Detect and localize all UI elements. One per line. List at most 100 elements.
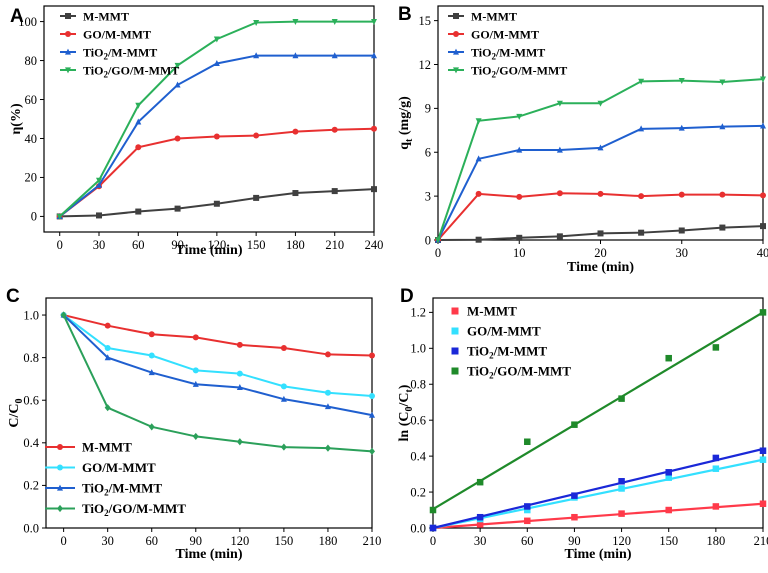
data-point [678,78,685,85]
data-point [104,345,111,352]
x-tick-label: 0 [430,534,436,548]
y-tick-label: 0.2 [23,479,39,493]
y-tick-label: 3 [425,189,431,203]
x-axis-label: Time (min) [567,260,634,275]
data-point [292,52,299,59]
legend-marker [57,444,63,450]
y-axis-label-text: ln (C [397,412,412,442]
data-point [371,186,377,193]
y-tick-label: 15 [419,14,432,28]
legend-label-text: TiO [471,46,491,60]
legend-marker [57,464,63,471]
series-tio2-m-mmt [429,447,767,532]
data-point [213,60,220,67]
chart-panel-b: 0 10 20 30 40 0 3 6 9 12 15 B Time (min) qt (mg/g) M-M… [397,4,768,275]
x-tick-label: 40 [757,246,768,260]
data-point [331,126,338,133]
data-point [524,438,531,445]
y-tick-label: 0.0 [410,521,426,535]
legend-label: GO/M-MMT [471,28,539,42]
data-point [148,369,155,376]
data-point [516,193,523,200]
y-tick-label: 0.4 [410,449,426,463]
data-point [665,354,672,362]
data-point [236,370,243,377]
data-point [174,135,181,142]
series-tio2-m-mmt [60,311,375,418]
y-axis-label-subscript: t [404,389,415,393]
fit-line [432,311,764,511]
series-line [437,124,764,241]
series-tio2-m-mmt [435,122,766,243]
legend-label-text: /GO/M-MMT [108,501,187,516]
data-point [174,205,181,212]
x-tick-label: 0 [57,238,63,252]
data-point [292,128,299,135]
data-point [475,190,482,197]
legend-label-text: /M-MMT [493,344,548,359]
legend-marker [65,48,71,55]
data-point [638,78,645,85]
legend-label-text: GO/M-MMT [82,460,156,475]
data-point [236,438,243,446]
data-point [192,432,199,441]
panel-label: D [400,286,414,307]
legend-label-text: TiO [82,501,104,516]
data-point [597,190,604,197]
data-point [760,76,766,83]
y-axis-label-subscript: 0 [14,398,25,403]
panel-label: B [398,4,412,25]
data-point [719,191,726,198]
data-point [213,133,220,140]
series-tio2-go-m-mmt [435,76,766,244]
data-point [369,392,375,399]
data-point [516,113,523,120]
y-tick-label: 20 [25,171,38,185]
data-point [371,19,377,26]
data-point [516,146,523,153]
data-point [760,192,766,199]
series-line [63,314,373,357]
legend-marker [453,67,459,74]
data-point [324,389,331,396]
y-tick-label: 9 [425,102,431,116]
data-point [760,122,766,129]
panel-label: C [6,286,20,307]
y-axis-label-text: η(%) [9,103,24,135]
x-tick-label: 30 [93,238,106,252]
x-tick-label: 180 [286,238,305,252]
data-point [371,52,377,59]
y-tick-label: 40 [25,132,38,146]
data-point [618,395,625,402]
x-tick-label: 120 [207,238,226,252]
data-point [280,395,287,402]
y-tick-label: 1.0 [23,308,39,322]
x-tick-label: 120 [230,534,249,548]
x-tick-label: 150 [247,238,266,252]
series-tio2-go-m-mmt [429,309,767,514]
data-point [665,474,672,481]
legend-label-text: M-MMT [82,440,132,455]
data-point [369,411,375,418]
legend-marker [65,13,71,19]
legend-label-text: GO/M-MMT [83,28,151,42]
data-point [174,81,181,88]
data-point [236,341,243,348]
data-point [475,155,482,162]
legend-label-text: /M-MMT [108,481,163,496]
legend-label-text: /GO/M-MMT [493,364,572,379]
data-point [571,492,578,499]
legend-label-text: GO/M-MMT [467,324,541,339]
data-point [759,500,767,507]
y-tick-label: 0.6 [23,394,39,408]
data-point [253,194,260,201]
legend-label-text: M-MMT [83,10,129,24]
x-tick-label: 20 [594,246,607,260]
legend-marker [57,484,63,491]
legend-label-text: /M-MMT [107,46,157,60]
data-point [292,190,299,197]
data-point [712,454,720,462]
legend-label-text: GO/M-MMT [471,28,539,42]
data-point [324,403,331,410]
